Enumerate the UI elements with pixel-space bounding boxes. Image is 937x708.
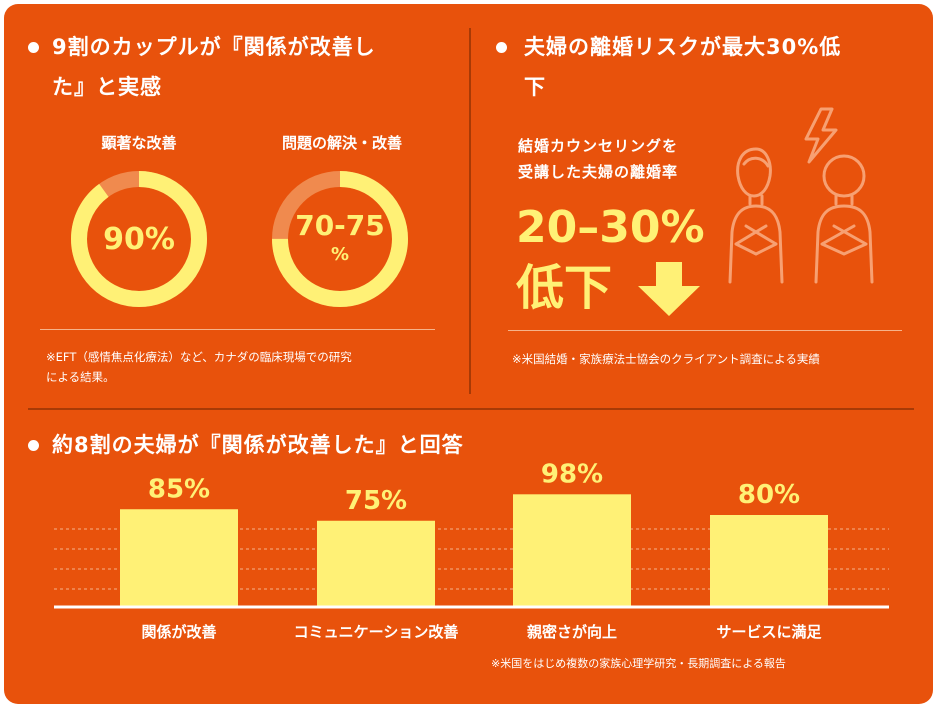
vertical-divider: [469, 28, 471, 394]
bullet-icon: [28, 42, 39, 53]
ring1-label: 顕著な改善: [101, 134, 177, 152]
section2-sub-line2: 受講した夫婦の離婚率: [518, 163, 679, 181]
bar-value-label: 98%: [541, 459, 603, 489]
ring1-progress-arc: [71, 171, 207, 307]
bar: [120, 509, 238, 607]
couple-icon: [728, 107, 874, 284]
ring2-value-line2: %: [330, 244, 350, 265]
ring1-value: 90%: [103, 222, 175, 257]
ring2-progress-arc: [272, 171, 408, 307]
ring2-label: 問題の解決・改善: [281, 134, 402, 152]
bar: [513, 494, 631, 607]
man-figure: [814, 154, 874, 284]
woman-figure: [728, 147, 784, 284]
bullet-icon: [28, 440, 39, 451]
section2-big-label: 低下: [516, 260, 613, 316]
horizontal-divider: [28, 408, 914, 410]
category-label: 関係が改善: [141, 623, 216, 641]
section2-divider: [508, 330, 902, 331]
bar-value-label: 75%: [345, 486, 407, 516]
ring2-value-line1: 70-75: [295, 209, 385, 242]
bar-chart: 85% 関係が改善 75% コミュニケーション改善 98% 親密さが向上 80% サービスに満…: [54, 459, 889, 641]
section2-note: ※米国結婚・家族療法士協会のクライアント調査による実績: [512, 352, 820, 366]
category-label: コミュニケーション改善: [294, 623, 459, 641]
bar: [317, 520, 435, 607]
section2-sub-line1: 結婚カウンセリングを: [518, 137, 679, 155]
bullet-icon: [496, 42, 507, 53]
infographic-card: 9割のカップルが『関係が改善し た』と実感 顕著な改善 問題の解決・改善 90%…: [4, 4, 933, 704]
category-label: サービスに満足: [716, 623, 822, 641]
ring2-chart: [272, 171, 408, 307]
section1-divider: [40, 329, 435, 330]
section2-heading-line1: 夫婦の離婚リスクが最大30%低: [524, 35, 842, 59]
section1-heading-line1: 9割のカップルが『関係が改善し: [52, 35, 376, 59]
lightning-icon: [804, 107, 838, 164]
section1-heading-line2: た』と実感: [52, 75, 162, 99]
down-arrow-icon: [638, 262, 700, 316]
section2-big-value: 20–30%: [516, 202, 705, 253]
section2-heading-line2: 下: [524, 75, 546, 99]
section1-note-line1: ※EFT（感情焦点化療法）など、カナダの臨床現場での研究: [46, 350, 352, 364]
category-label: 親密さが向上: [527, 623, 617, 641]
bar-value-label: 85%: [148, 474, 210, 504]
ring1-chart: [71, 171, 207, 307]
section3-heading: 約8割の夫婦が『関係が改善した』と回答: [52, 433, 464, 457]
section3-note: ※米国をはじめ複数の家族心理学研究・長期調査による報告: [491, 657, 786, 670]
section1-note-line2: による結果。: [46, 370, 115, 384]
bar-value-label: 80%: [738, 480, 800, 510]
bar: [710, 515, 828, 607]
